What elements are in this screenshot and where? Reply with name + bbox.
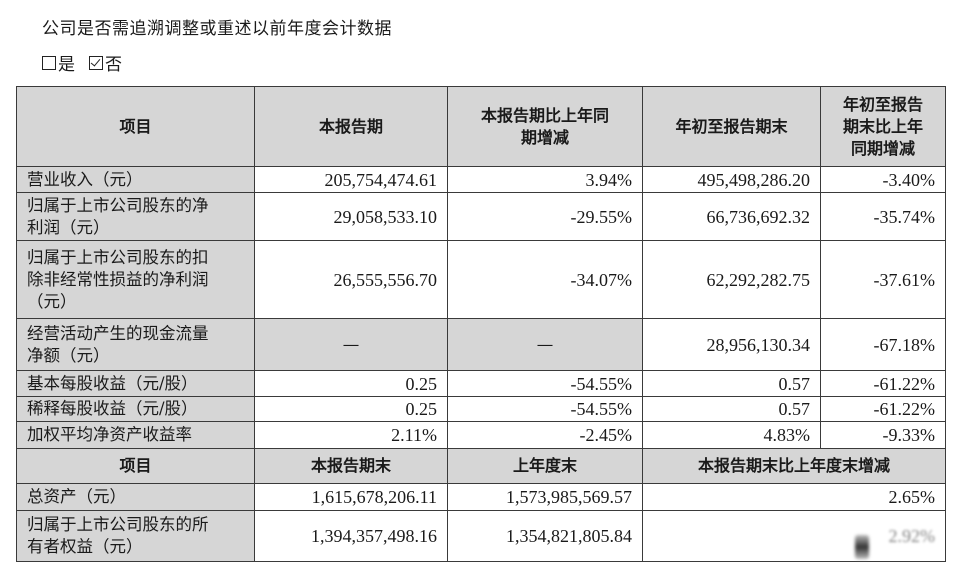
current-value: 0.25 <box>254 370 448 397</box>
ytd-value: 0.57 <box>642 396 821 422</box>
checkbox-checked-icon[interactable] <box>89 55 103 70</box>
current-yoy-value: -54.55% <box>447 370 643 397</box>
ytd-yoy-value: -61.22% <box>820 370 946 397</box>
table-row: 总资产（元） 1,615,678,206.11 1,573,985,569.57… <box>16 483 946 511</box>
table-row: 营业收入（元） 205,754,474.61 3.94% 495,498,286… <box>16 166 946 193</box>
change-value: 2.92% <box>642 510 946 562</box>
current-yoy-value: -34.07% <box>447 240 643 319</box>
table-row: 经营活动产生的现金流量 净额（元） — — 28,956,130.34 -67.… <box>16 318 946 371</box>
header-ytd: 年初至报告期末 <box>642 86 821 167</box>
header-change: 本报告期末比上年度末增减 <box>642 448 946 484</box>
row-label: 加权平均净资产收益率 <box>16 421 255 449</box>
header-prior-year-end: 上年度末 <box>447 448 643 484</box>
ytd-value: 28,956,130.34 <box>642 318 821 371</box>
current-yoy-value: -2.45% <box>447 421 643 449</box>
table-row: 基本每股收益（元/股） 0.25 -54.55% 0.57 -61.22% <box>16 370 946 397</box>
header-period-end: 本报告期末 <box>254 448 448 484</box>
row-label: 营业收入（元） <box>16 166 255 193</box>
period-end-value: 1,615,678,206.11 <box>254 483 448 511</box>
option-no-label: 否 <box>105 55 122 75</box>
table-row: 归属于上市公司股东的净 利润（元） 29,058,533.10 -29.55% … <box>16 192 946 241</box>
ytd-yoy-value: -35.74% <box>820 192 946 241</box>
ytd-yoy-value: -37.61% <box>820 240 946 319</box>
period-end-value: 1,394,357,498.16 <box>254 510 448 562</box>
ytd-value: 4.83% <box>642 421 821 449</box>
table2-header-row: 项目 本报告期末 上年度末 本报告期末比上年度末增减 <box>16 448 946 484</box>
change-value: 2.65% <box>642 483 946 511</box>
current-yoy-value: — <box>447 318 643 371</box>
current-value: 0.25 <box>254 396 448 422</box>
table-row: 归属于上市公司股东的所 有者权益（元） 1,394,357,498.16 1,3… <box>16 510 946 562</box>
table1-header-row: 项目 本报告期 本报告期比上年同 期增减 年初至报告期末 年初至报告 期末比上年… <box>16 86 946 167</box>
header-ytd-yoy: 年初至报告 期末比上年 同期增减 <box>820 86 946 167</box>
current-yoy-value: -54.55% <box>447 396 643 422</box>
restatement-options: 是 否 <box>42 50 132 75</box>
prior-year-end-value: 1,573,985,569.57 <box>447 483 643 511</box>
row-label: 经营活动产生的现金流量 净额（元） <box>16 318 255 371</box>
ytd-yoy-value: -9.33% <box>820 421 946 449</box>
watermark-overlay <box>855 535 869 559</box>
row-label: 归属于上市公司股东的所 有者权益（元） <box>16 510 255 562</box>
table-row: 加权平均净资产收益率 2.11% -2.45% 4.83% -9.33% <box>16 421 946 449</box>
row-label: 总资产（元） <box>16 483 255 511</box>
current-value: 205,754,474.61 <box>254 166 448 193</box>
ytd-value: 62,292,282.75 <box>642 240 821 319</box>
table-row: 稀释每股收益（元/股） 0.25 -54.55% 0.57 -61.22% <box>16 396 946 422</box>
checkbox-unchecked-icon[interactable] <box>42 55 56 70</box>
current-yoy-value: 3.94% <box>447 166 643 193</box>
current-yoy-value: -29.55% <box>447 192 643 241</box>
financial-data-table: 项目 本报告期 本报告期比上年同 期增减 年初至报告期末 年初至报告 期末比上年… <box>16 86 946 562</box>
header-current-yoy: 本报告期比上年同 期增减 <box>447 86 643 167</box>
ytd-value: 66,736,692.32 <box>642 192 821 241</box>
option-no[interactable]: 否 <box>89 50 122 75</box>
header-item: 项目 <box>16 448 255 484</box>
row-label: 归属于上市公司股东的净 利润（元） <box>16 192 255 241</box>
row-label: 稀释每股收益（元/股） <box>16 396 255 422</box>
current-value: 26,555,556.70 <box>254 240 448 319</box>
row-label: 归属于上市公司股东的扣 除非经常性损益的净利润 （元） <box>16 240 255 319</box>
ytd-yoy-value: -67.18% <box>820 318 946 371</box>
table-row: 归属于上市公司股东的扣 除非经常性损益的净利润 （元） 26,555,556.7… <box>16 240 946 319</box>
ytd-yoy-value: -3.40% <box>820 166 946 193</box>
current-value: 2.11% <box>254 421 448 449</box>
header-current-period: 本报告期 <box>254 86 448 167</box>
ytd-yoy-value: -61.22% <box>820 396 946 422</box>
option-yes[interactable]: 是 <box>42 50 75 75</box>
row-label: 基本每股收益（元/股） <box>16 370 255 397</box>
option-yes-label: 是 <box>58 55 75 75</box>
current-value: 29,058,533.10 <box>254 192 448 241</box>
ytd-value: 495,498,286.20 <box>642 166 821 193</box>
prior-year-end-value: 1,354,821,805.84 <box>447 510 643 562</box>
header-item: 项目 <box>16 86 255 167</box>
current-value: — <box>254 318 448 371</box>
ytd-value: 0.57 <box>642 370 821 397</box>
section-heading: 公司是否需追溯调整或重述以前年度会计数据 <box>42 19 392 39</box>
